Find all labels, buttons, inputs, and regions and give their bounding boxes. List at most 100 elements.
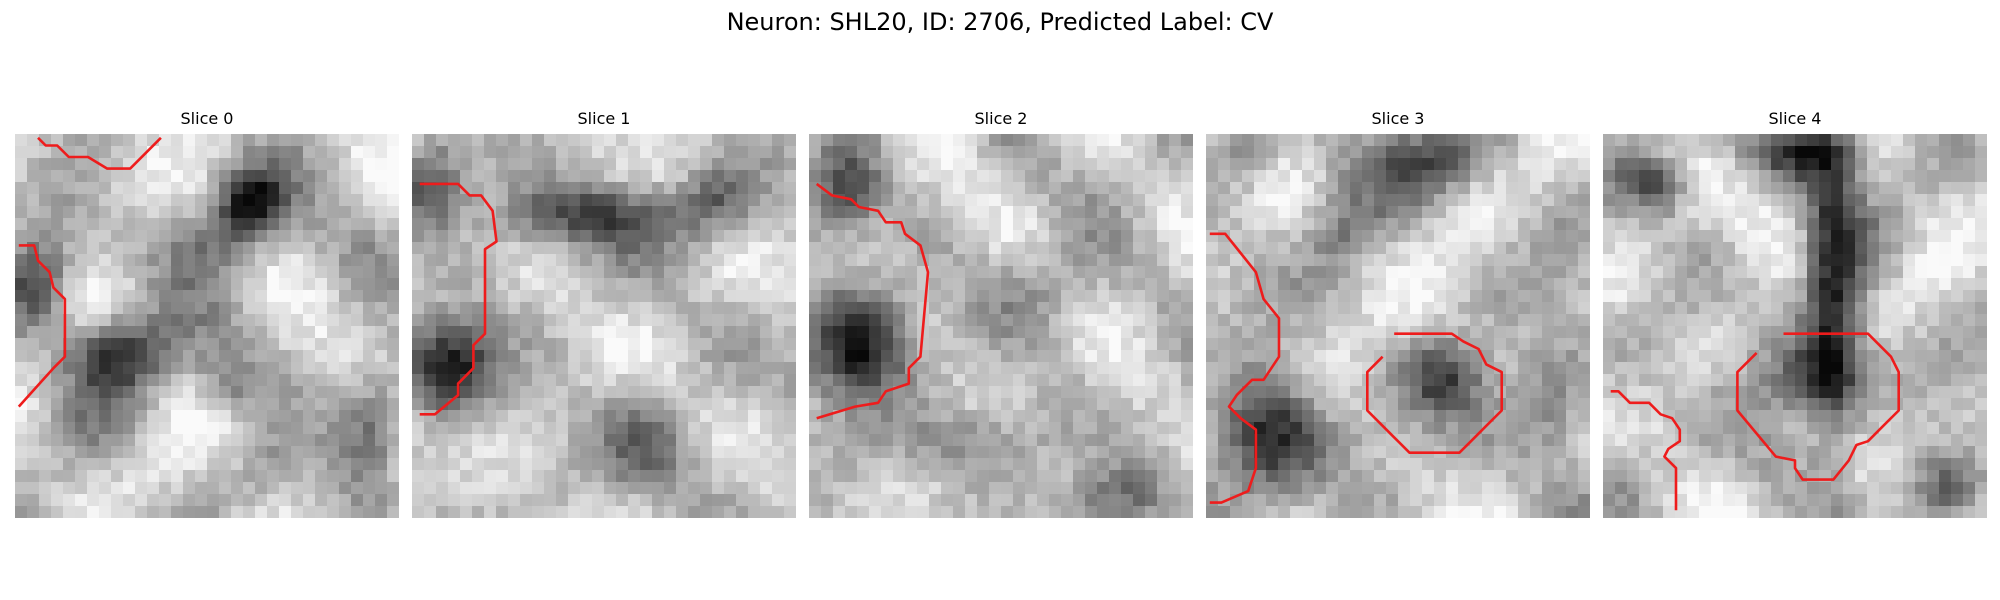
pixel-cell: [784, 182, 796, 195]
pixel-cell: [1867, 314, 1880, 327]
pixel-cell: [652, 410, 665, 423]
pixel-cell: [1615, 170, 1628, 183]
pixel-cell: [135, 386, 148, 399]
pixel-cell: [1482, 362, 1495, 375]
pixel-cell: [1723, 374, 1736, 387]
pixel-cell: [1254, 338, 1267, 351]
pixel-cell: [1615, 410, 1628, 423]
pixel-cell: [1169, 266, 1182, 279]
pixel-cell: [315, 278, 328, 291]
pixel-cell: [183, 326, 196, 339]
pixel-cell: [1422, 434, 1435, 447]
pixel-cell: [1494, 218, 1507, 231]
pixel-cell: [1290, 446, 1303, 459]
pixel-cell: [51, 410, 64, 423]
pixel-cell: [99, 386, 112, 399]
pixel-cell: [604, 422, 617, 435]
pixel-cell: [1951, 218, 1964, 231]
pixel-cell: [556, 254, 569, 267]
pixel-cell: [1578, 242, 1590, 255]
pixel-cell: [580, 314, 593, 327]
pixel-cell: [604, 362, 617, 375]
pixel-cell: [1458, 170, 1471, 183]
pixel-cell: [568, 182, 581, 195]
pixel-cell: [1001, 302, 1014, 315]
pixel-cell: [1458, 398, 1471, 411]
pixel-cell: [1338, 290, 1351, 303]
pixel-cell: [1374, 266, 1387, 279]
pixel-cell: [893, 434, 906, 447]
pixel-cell: [1615, 374, 1628, 387]
pixel-cell: [1879, 386, 1892, 399]
pixel-cell: [1747, 158, 1760, 171]
pixel-cell: [1446, 410, 1459, 423]
pixel-cell: [748, 386, 761, 399]
pixel-cell: [1699, 206, 1712, 219]
pixel-cell: [1109, 314, 1122, 327]
pixel-cell: [1037, 266, 1050, 279]
pixel-cell: [1206, 314, 1219, 327]
pixel-cell: [700, 470, 713, 483]
pixel-cell: [1085, 242, 1098, 255]
pixel-cell: [255, 158, 268, 171]
pixel-cell: [87, 362, 100, 375]
pixel-cell: [147, 230, 160, 243]
pixel-cell: [604, 410, 617, 423]
pixel-cell: [183, 134, 196, 147]
pixel-cell: [953, 506, 966, 518]
pixel-cell: [147, 302, 160, 315]
pixel-cell: [568, 146, 581, 159]
pixel-cell: [1218, 350, 1231, 363]
pixel-cell: [27, 302, 40, 315]
pixel-cell: [339, 446, 352, 459]
pixel-cell: [1458, 242, 1471, 255]
pixel-cell: [1157, 230, 1170, 243]
pixel-cell: [1206, 398, 1219, 411]
pixel-cell: [1025, 458, 1038, 471]
pixel-cell: [1206, 206, 1219, 219]
pixel-cell: [1242, 302, 1255, 315]
pixel-cell: [1049, 350, 1062, 363]
pixel-cell: [1891, 374, 1904, 387]
pixel-cell: [640, 242, 653, 255]
pixel-cell: [881, 482, 894, 495]
pixel-cell: [640, 338, 653, 351]
pixel-cell: [1542, 254, 1555, 267]
pixel-cell: [760, 194, 773, 207]
pixel-cell: [905, 242, 918, 255]
pixel-cell: [1963, 194, 1976, 207]
pixel-cell: [1049, 242, 1062, 255]
pixel-cell: [1338, 374, 1351, 387]
slice-image: [1206, 134, 1590, 518]
pixel-cell: [929, 290, 942, 303]
pixel-cell: [303, 254, 316, 267]
pixel-cell: [183, 218, 196, 231]
pixel-cell: [436, 170, 449, 183]
pixel-cell: [1374, 230, 1387, 243]
pixel-cell: [688, 338, 701, 351]
pixel-cell: [1085, 470, 1098, 483]
pixel-cell: [1939, 278, 1952, 291]
pixel-cell: [1013, 170, 1026, 183]
pixel-cell: [965, 302, 978, 315]
pixel-cell: [833, 206, 846, 219]
pixel-cell: [1494, 266, 1507, 279]
pixel-cell: [760, 422, 773, 435]
pixel-cell: [1218, 326, 1231, 339]
pixel-cell: [628, 170, 641, 183]
pixel-cell: [905, 158, 918, 171]
pixel-cell: [1133, 398, 1146, 411]
pixel-cell: [821, 254, 834, 267]
pixel-cell: [1458, 422, 1471, 435]
pixel-cell: [1747, 326, 1760, 339]
pixel-cell: [1831, 398, 1844, 411]
pixel-cell: [99, 434, 112, 447]
pixel-cell: [905, 218, 918, 231]
pixel-cell: [39, 374, 52, 387]
pixel-cell: [231, 410, 244, 423]
pixel-cell: [1121, 242, 1134, 255]
pixel-cell: [339, 422, 352, 435]
pixel-cell: [1001, 506, 1014, 518]
pixel-cell: [63, 470, 76, 483]
pixel-cell: [267, 242, 280, 255]
